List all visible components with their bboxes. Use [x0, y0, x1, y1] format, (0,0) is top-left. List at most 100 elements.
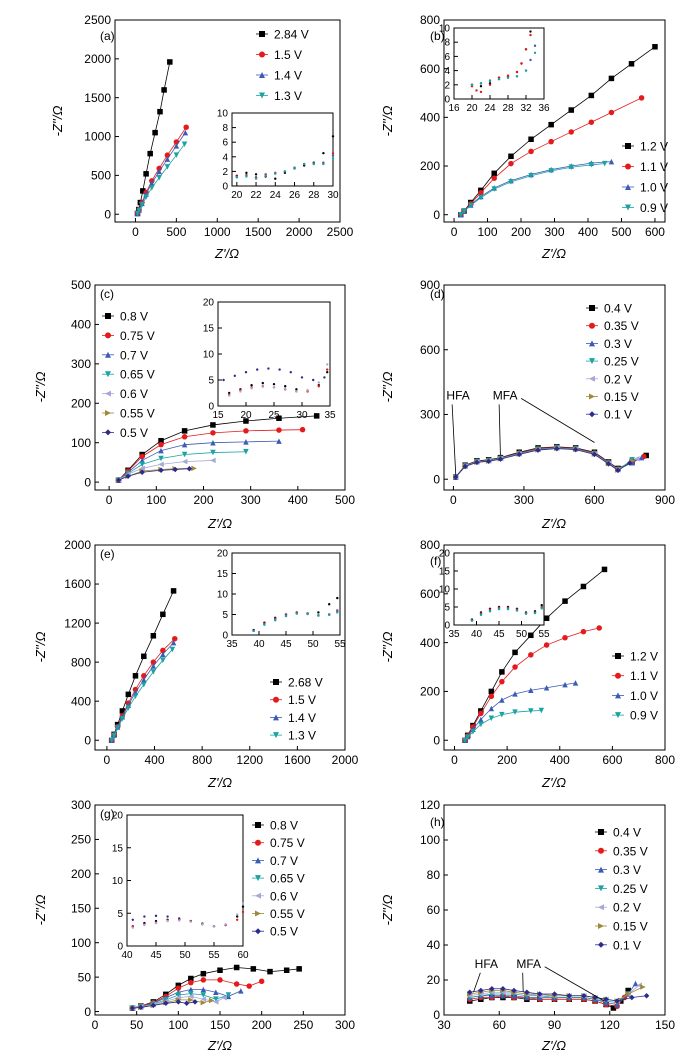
x-tick-label: 150 [655, 1018, 675, 1032]
data-point [143, 194, 149, 200]
chart-panel-b: 0 100 200 300 400 500 6000200400600800(b)Z'/Ω-… [380, 13, 668, 261]
data-point [139, 461, 145, 468]
data-point [491, 186, 497, 192]
data-point [499, 697, 505, 703]
data-point [276, 438, 282, 444]
data-point [175, 992, 182, 998]
y-tick-label: 2500 [84, 13, 111, 27]
y-tick-label: 20 [439, 549, 451, 560]
legend: 0.4 V 0.35 V 0.3 V 0.25 V 0.2 V 0.15 V 0.1 V [586, 302, 639, 422]
panel-label: (f) [430, 554, 441, 568]
inset-series [470, 33, 532, 94]
inset-point [189, 920, 192, 923]
inset-point [479, 82, 483, 85]
data-point [158, 441, 164, 448]
legend-marker [615, 712, 621, 719]
x-tick-label: 200 [193, 493, 213, 507]
chart-panel-a: 0 500 1000 1500 2000 2500 0 500 1000 1500 2000 2500… [50, 13, 354, 261]
legend-entry: 0.6 V [120, 387, 148, 401]
x-tick-label: 600 [602, 753, 622, 767]
inset-point [300, 376, 304, 379]
data-point [200, 996, 207, 1002]
inset-point [520, 62, 523, 65]
data-point [528, 173, 534, 179]
inset-point [272, 382, 276, 386]
x-tick-label: 55 [334, 639, 346, 650]
data-point [200, 977, 207, 983]
data-point [167, 59, 173, 65]
y-tick-label: 4 [444, 66, 450, 77]
x-tick-label: 24 [484, 103, 496, 114]
data-point [512, 664, 518, 670]
x-tick-label: 400 [288, 493, 308, 507]
y-tick-label: 0 [444, 621, 450, 632]
data-point [243, 449, 249, 455]
legend-entry: 0.1 V [604, 408, 632, 422]
data-point [173, 143, 180, 149]
x-tick-label: 30 [327, 190, 339, 201]
data-point [491, 170, 497, 177]
x-tick-label: 900 [655, 493, 675, 507]
data-point [511, 987, 517, 994]
x-tick-label: 0 [92, 1018, 99, 1032]
annotation-label: MFA [516, 957, 541, 971]
inset-point [252, 629, 255, 633]
data-point [210, 430, 216, 436]
data-point [188, 986, 194, 993]
data-point [543, 615, 550, 621]
annotation-arrow [544, 966, 605, 1002]
data-series [453, 444, 645, 480]
data-point [568, 107, 574, 113]
data-point [132, 673, 139, 679]
legend-marker [259, 92, 265, 99]
legend-entry: 0.35 V [613, 844, 648, 858]
data-point [250, 966, 257, 972]
data-point [596, 625, 602, 631]
inset-frame [453, 552, 545, 626]
y-tick-label: 15 [217, 569, 229, 580]
y-tick-label: 0 [444, 95, 450, 106]
data-point [143, 171, 149, 177]
inset-point [470, 83, 474, 87]
series-line [137, 126, 187, 214]
inset-chart: 15 20 25 30 35 0 5 10 15 20 [203, 298, 336, 422]
data-point [170, 588, 177, 594]
legend-entry: 0.7 V [270, 854, 298, 868]
x-tick-label: 55 [538, 629, 550, 640]
data-point [164, 164, 171, 170]
data-point [524, 989, 530, 995]
x-tick-label: 400 [550, 753, 570, 767]
data-point [163, 1000, 169, 1007]
x-tick-label: 2000 [286, 225, 313, 239]
x-tick-label: 35 [226, 639, 238, 650]
x-tick-label: 100 [168, 1018, 188, 1032]
y-tick-label: 6 [222, 138, 228, 149]
legend-marker [255, 910, 261, 917]
inset-point [506, 607, 510, 611]
data-point [512, 649, 518, 656]
x-axis-label: Z'/Ω [214, 246, 239, 261]
data-point [626, 460, 633, 466]
data-point [528, 652, 534, 658]
inset-point [540, 604, 543, 607]
inset-point [295, 390, 298, 393]
data-point [160, 611, 166, 618]
plot-frame [94, 544, 346, 751]
inset-point [178, 919, 181, 922]
panel-label: (e) [100, 547, 115, 561]
data-point [464, 734, 471, 741]
y-tick-label: 20 [427, 973, 441, 987]
y-tick-label: 800 [420, 13, 440, 27]
inset-point [241, 905, 245, 908]
legend-entry: 2.68 V [288, 676, 323, 690]
y-tick-label: 4 [222, 152, 228, 163]
x-tick-label: 40 [471, 629, 483, 640]
inset-point [201, 923, 204, 926]
legend: 2.84 V 1.5 V 1.4 V 1.3 V [256, 28, 309, 103]
panel-label: (h) [430, 815, 445, 829]
panel-label: (d) [430, 287, 445, 301]
data-point [119, 708, 126, 714]
inset-point [236, 918, 239, 921]
y-tick-label: 20 [217, 549, 229, 560]
data-point [489, 986, 495, 992]
